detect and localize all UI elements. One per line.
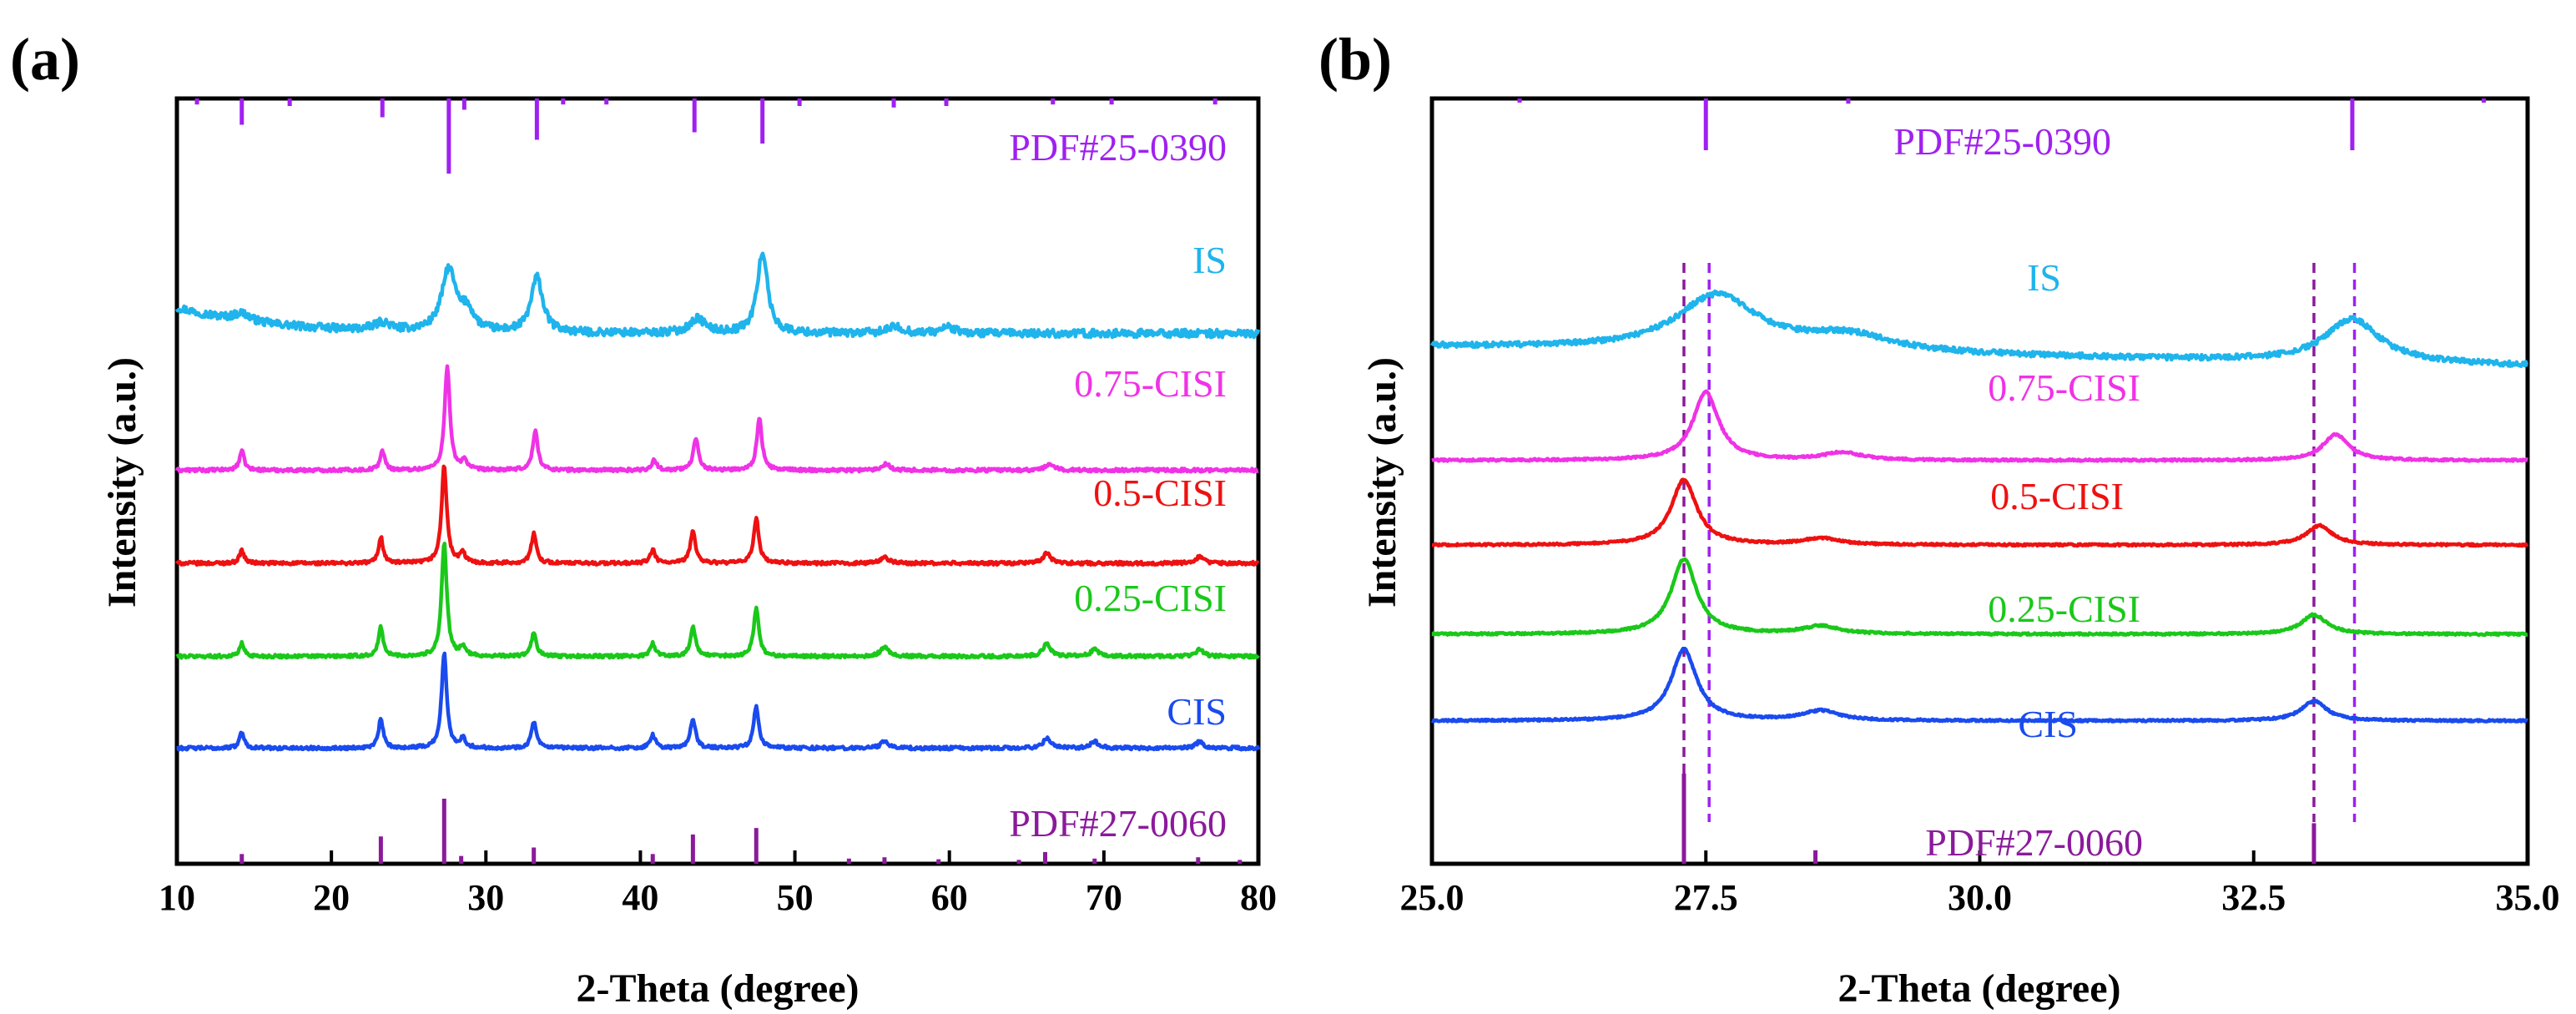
- panel-a-y-axis-title: Intensity (a.u.): [100, 357, 144, 608]
- panel-b-y-axis-title: Intensity (a.u.): [1360, 357, 1404, 608]
- panel-a-ref-label-bottom: PDF#27-0060: [1009, 802, 1227, 845]
- x-tick-label-4: 35.0: [2496, 877, 2560, 918]
- panel-b-label: (b): [1318, 26, 1392, 93]
- series-curve-0.25-CISI: [175, 542, 1260, 660]
- x-tick-label-7: 80: [1240, 877, 1277, 918]
- panel-b-ref-label-bottom: PDF#27-0060: [1925, 821, 2143, 864]
- series-curve-CIS: [175, 651, 1261, 752]
- panel-a-series-label-075: 0.75-CISI: [1074, 362, 1227, 405]
- x-tick-label-5: 60: [931, 877, 968, 918]
- panel-b-series-label-025: 0.25-CISI: [1988, 588, 2140, 630]
- series-curve-0.75-CISI: [1430, 389, 2529, 463]
- x-tick-label-6: 70: [1086, 877, 1122, 918]
- panel-a-frame: [174, 96, 1261, 866]
- x-tick-label-1: 27.5: [1674, 877, 1738, 918]
- series-curve-CIS: [1430, 646, 2529, 724]
- series-curve-0.5-CISI: [175, 464, 1260, 568]
- panel-a-reference-lines: [194, 98, 1243, 864]
- x-tick-label-4: 50: [777, 877, 814, 918]
- panel-a-ref-label-top: PDF#25-0390: [1009, 126, 1227, 169]
- panel-b-x-ticks: 25.0 27.5 30.0 32.5 35.0: [1400, 850, 2560, 918]
- panel-b: (b) 25.0 27.5 30.0 32.5 35.0 2-Theta (degree…: [1318, 26, 2560, 1011]
- panel-b-series-curves: [1430, 289, 2529, 724]
- panel-b-series-label-05: 0.5-CISI: [1990, 475, 2124, 517]
- series-curve-0.75-CISI: [174, 364, 1260, 474]
- x-tick-label-0: 25.0: [1400, 877, 1464, 918]
- x-tick-label-2: 30: [467, 877, 504, 918]
- panel-a-x-ticks: 10 20 30 40 50 60 70 80: [159, 850, 1277, 918]
- panel-b-ref-label-top: PDF#25-0390: [1893, 120, 2111, 163]
- panel-a-series-label-cis: CIS: [1167, 690, 1227, 733]
- panel-a-series-label-05: 0.5-CISI: [1093, 472, 1227, 514]
- panel-b-series-label-is: IS: [2027, 256, 2061, 299]
- x-tick-label-1: 20: [313, 877, 350, 918]
- panel-a-x-axis-title: 2-Theta (degree): [577, 966, 860, 1011]
- series-curve-IS: [175, 251, 1261, 340]
- panel-b-dashed-lines: [1682, 263, 2357, 822]
- panel-b-series-label-cis: CIS: [2018, 703, 2078, 745]
- panel-a-series-curves: [174, 251, 1261, 752]
- series-curve-0.25-CISI: [1430, 557, 2529, 638]
- panel-b-x-axis-title: 2-Theta (degree): [1838, 966, 2121, 1011]
- x-tick-label-3: 32.5: [2221, 877, 2286, 918]
- panel-a-series-label-025: 0.25-CISI: [1074, 577, 1227, 619]
- x-tick-label-2: 30.0: [1948, 877, 2012, 918]
- panel-a-label: (a): [10, 26, 80, 93]
- series-curve-0.5-CISI: [1430, 477, 2529, 548]
- panel-b-frame: [1429, 96, 2530, 866]
- panel-b-series-label-075: 0.75-CISI: [1988, 366, 2140, 409]
- panel-a-series-label-is: IS: [1192, 239, 1227, 281]
- series-curve-IS: [1430, 289, 2529, 369]
- x-tick-label-3: 40: [622, 877, 658, 918]
- x-tick-label-0: 10: [159, 877, 195, 918]
- panel-a: (a) 10 20 30 40 50 60 70 80 2-Theta (degree) In…: [10, 26, 1277, 1011]
